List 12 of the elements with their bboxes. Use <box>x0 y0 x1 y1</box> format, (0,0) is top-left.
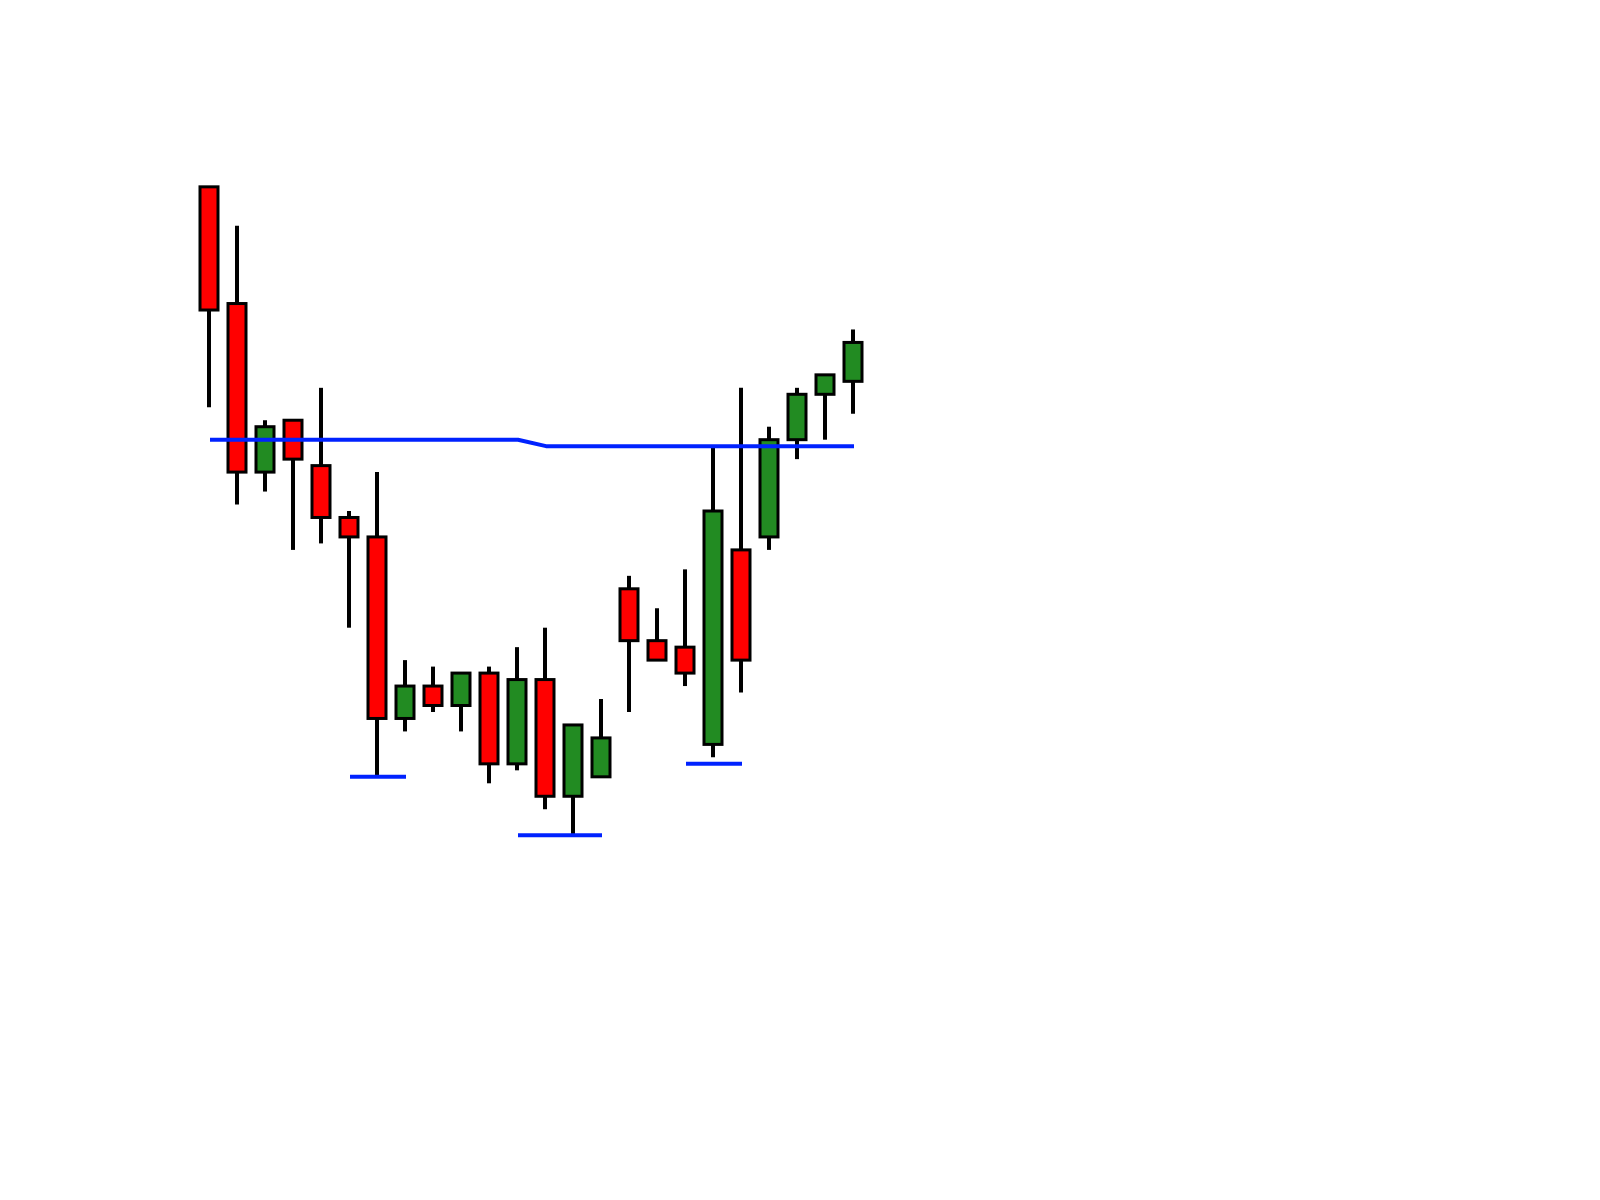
candlestick <box>786 385 808 462</box>
candlestick <box>842 327 864 416</box>
candlestick <box>254 418 276 494</box>
candlestick <box>450 671 472 734</box>
candlestick <box>422 664 444 714</box>
candlestick <box>338 509 360 630</box>
candlestick <box>282 418 304 552</box>
candlestick <box>674 567 696 689</box>
candlestick <box>646 606 668 663</box>
candlestick <box>590 697 612 779</box>
candlestick <box>394 658 416 734</box>
candlestick <box>814 372 836 442</box>
